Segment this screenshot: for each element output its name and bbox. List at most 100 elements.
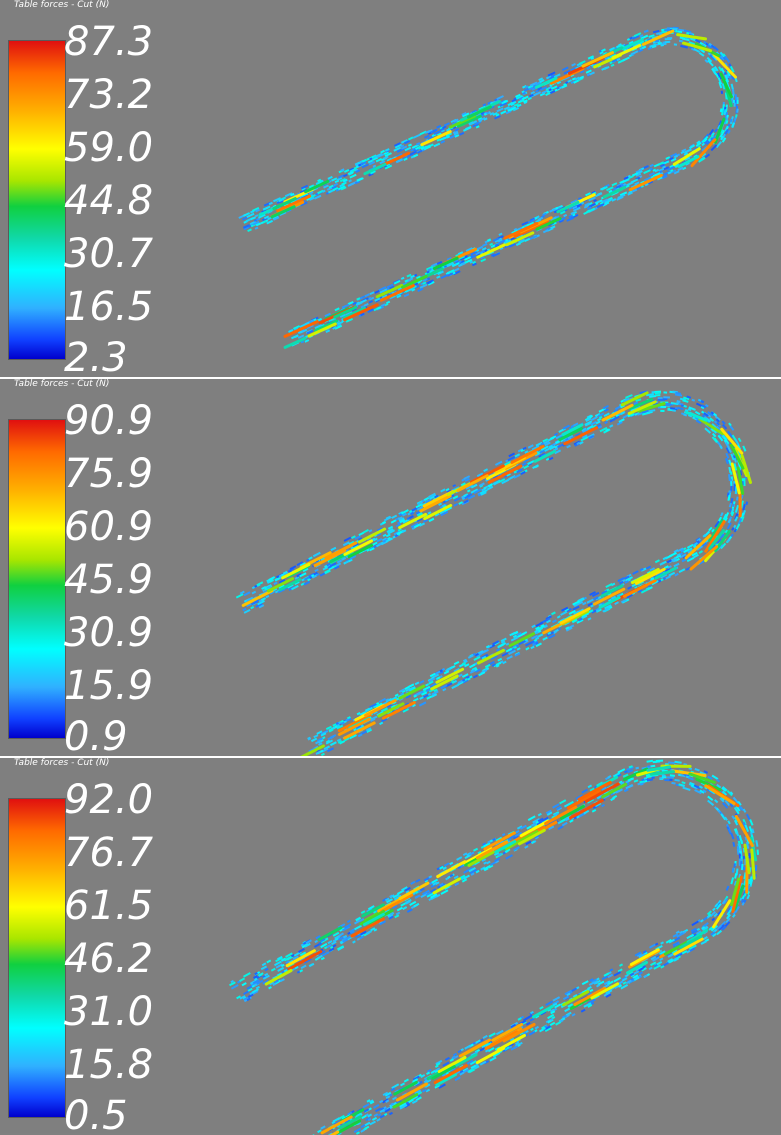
- force-vector: [450, 863, 453, 865]
- force-vector: [647, 779, 653, 780]
- force-vector: [742, 902, 744, 905]
- force-vector: [689, 33, 693, 34]
- force-vector: [681, 152, 684, 154]
- force-vector: [726, 120, 727, 123]
- force-vector: [392, 516, 397, 519]
- force-vector: [615, 602, 619, 604]
- force-vector: [344, 170, 349, 172]
- force-vector: [660, 958, 663, 960]
- force-vector: [730, 426, 733, 430]
- force-vector: [397, 908, 402, 911]
- force-vector: [299, 949, 305, 952]
- force-vector: [261, 598, 265, 600]
- force-vector: [617, 595, 620, 597]
- force-vector: [596, 421, 600, 423]
- force-vector: [591, 58, 594, 59]
- force-vector: [682, 560, 686, 562]
- force-vector: [454, 662, 459, 664]
- force-panel-2: Table forces - Cut (N) 90.9 75.9 60.9 45…: [0, 379, 781, 756]
- force-vector: [650, 165, 654, 167]
- force-vector: [355, 921, 361, 924]
- force-vector: [587, 67, 590, 68]
- force-vector: [701, 401, 704, 403]
- force-vector: [403, 907, 407, 909]
- force-vector: [646, 776, 652, 777]
- force-vector: [721, 109, 722, 113]
- force-vector: [357, 713, 360, 715]
- force-vector: [711, 145, 716, 150]
- force-vector: [359, 533, 364, 536]
- force-vector: [349, 180, 352, 181]
- force-vector: [231, 985, 238, 989]
- force-vector: [602, 805, 605, 807]
- force-vector: [542, 214, 546, 216]
- force-vector: [321, 958, 324, 960]
- force-vector: [584, 211, 591, 214]
- force-vector: [655, 41, 659, 42]
- force-vector: [501, 111, 506, 114]
- force-vector: [582, 790, 588, 793]
- force-vector: [523, 93, 526, 94]
- force-vector: [476, 126, 479, 127]
- colorbar-tick: 15.9: [64, 666, 153, 706]
- force-vector: [680, 46, 687, 48]
- force-vector: [398, 529, 401, 531]
- force-vector: [395, 915, 399, 917]
- force-vector: [654, 965, 657, 967]
- force-vector: [383, 157, 388, 159]
- force-vector: [401, 278, 404, 279]
- force-vector: [244, 991, 249, 994]
- force-vector: [610, 425, 613, 427]
- colorbar-tick-max: 92.0: [64, 780, 153, 820]
- force-vector: [474, 849, 478, 851]
- force-vector: [525, 239, 530, 241]
- force-vector: [265, 974, 268, 976]
- force-vector: [315, 941, 318, 943]
- force-vector: [678, 168, 683, 171]
- force-vector: [597, 419, 601, 421]
- force-vector: [319, 743, 323, 745]
- force-vector: [526, 1023, 530, 1025]
- force-vector: [705, 428, 710, 433]
- force-vector: [655, 560, 659, 562]
- force-vector: [383, 522, 386, 524]
- force-vector: [248, 229, 252, 231]
- force-vector: [429, 519, 434, 522]
- force-vector: [496, 114, 499, 115]
- force-vector: [604, 973, 609, 976]
- force-vector: [263, 221, 266, 222]
- force-vector: [588, 987, 592, 989]
- force-vector: [321, 1126, 325, 1128]
- force-vector: [391, 1088, 395, 1090]
- force-vector: [715, 129, 717, 132]
- force-vector: [682, 149, 686, 151]
- force-vector: [365, 294, 370, 296]
- force-vector: [490, 1057, 496, 1060]
- force-vector: [550, 1023, 555, 1026]
- force-vector: [309, 964, 313, 966]
- force-vector: [309, 557, 313, 559]
- force-vector: [498, 659, 502, 661]
- force-vector: [487, 239, 490, 241]
- force-vector: [567, 218, 574, 221]
- force-vector: [491, 254, 494, 256]
- force-vector: [726, 453, 728, 458]
- force-vector: [401, 1083, 405, 1085]
- force-vector: [687, 397, 691, 398]
- force-vector: [495, 116, 501, 119]
- force-vector: [661, 579, 664, 580]
- force-vector: [695, 40, 701, 43]
- force-vector: [244, 973, 251, 977]
- force-vector: [578, 198, 581, 199]
- force-vector: [502, 834, 505, 835]
- force-vector: [527, 826, 532, 829]
- force-vector: [301, 966, 306, 969]
- force-vector: [405, 148, 411, 151]
- force-vector: [724, 109, 725, 115]
- force-vector: [742, 864, 743, 870]
- force-vector: [730, 76, 731, 79]
- force-vector: [743, 446, 745, 451]
- force-vector: [674, 156, 677, 158]
- force-vector: [369, 530, 372, 532]
- force-vector: [316, 752, 321, 754]
